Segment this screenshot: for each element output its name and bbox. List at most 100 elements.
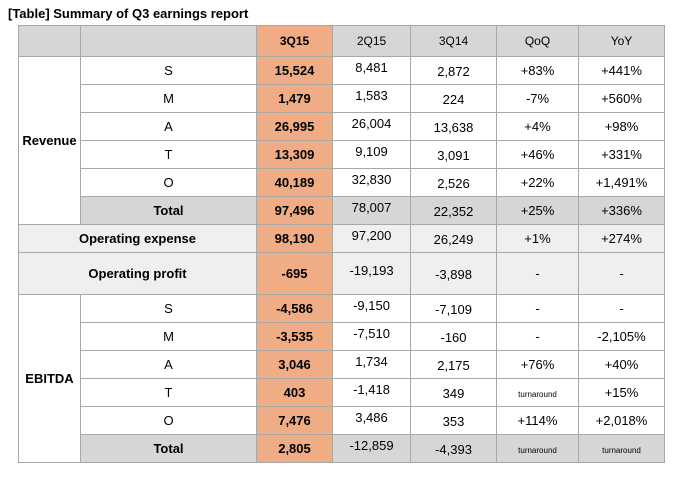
cell-3q14: -3,898 bbox=[410, 252, 497, 295]
revenue-row: O 40,189 32,830 2,526 +22% +1,491% bbox=[19, 168, 665, 197]
cell-3q15-text: 97,496 bbox=[274, 203, 315, 218]
cell-3q14-text: -3,898 bbox=[435, 267, 472, 282]
row-label: S bbox=[80, 56, 257, 85]
cell-yoy: -2,105% bbox=[578, 322, 665, 351]
cell-3q14: 349 bbox=[410, 378, 497, 407]
cell-yoy-text: +336% bbox=[601, 203, 642, 218]
cell-2q15-text: 1,734 bbox=[355, 354, 388, 369]
cell-2q15-text: 32,830 bbox=[351, 172, 392, 187]
cell-yoy: - bbox=[578, 252, 665, 295]
row-label: A bbox=[80, 112, 257, 141]
row-label-text: T bbox=[164, 385, 173, 400]
revenue-group-label-text: Revenue bbox=[22, 133, 77, 148]
cell-qoq: +1% bbox=[496, 224, 579, 253]
cell-3q15: 13,309 bbox=[256, 140, 333, 169]
table-title: [Table] Summary of Q3 earnings report bbox=[8, 6, 249, 21]
cell-qoq-text: +25% bbox=[520, 203, 555, 218]
cell-yoy-text: +15% bbox=[604, 385, 639, 400]
cell-3q15-text: 15,524 bbox=[274, 63, 315, 78]
cell-qoq-text: turnaround bbox=[518, 390, 557, 399]
cell-qoq-text: -7% bbox=[525, 91, 550, 106]
cell-3q14: 2,526 bbox=[410, 168, 497, 197]
cell-yoy: +15% bbox=[578, 378, 665, 407]
header-3q15: 3Q15 bbox=[256, 25, 333, 57]
cell-qoq-text: +4% bbox=[524, 119, 551, 134]
cell-3q15-text: 98,190 bbox=[274, 231, 315, 246]
cell-qoq: +83% bbox=[496, 56, 579, 85]
header-blank-2 bbox=[80, 25, 257, 57]
cell-3q15: -3,535 bbox=[256, 322, 333, 351]
ebitda-row: M -3,535 -7,510 -160 - -2,105% bbox=[19, 322, 665, 351]
cell-3q14: 2,872 bbox=[410, 56, 497, 85]
cell-3q14-text: 353 bbox=[442, 414, 465, 429]
cell-yoy-text: +441% bbox=[601, 63, 642, 78]
row-label: O bbox=[80, 168, 257, 197]
cell-2q15: 97,200 bbox=[332, 224, 411, 253]
cell-3q15: 403 bbox=[256, 378, 333, 407]
cell-2q15-text: 9,109 bbox=[355, 144, 388, 159]
cell-3q14: 13,638 bbox=[410, 112, 497, 141]
header-2q15-text: 2Q15 bbox=[356, 34, 387, 48]
cell-qoq: - bbox=[496, 294, 579, 323]
cell-3q14-text: -160 bbox=[440, 330, 467, 345]
cell-2q15: 8,481 bbox=[332, 56, 411, 85]
cell-2q15-text: 8,481 bbox=[355, 60, 388, 75]
cell-3q14-text: 2,175 bbox=[437, 358, 470, 373]
revenue-total-row: Total 97,496 78,007 22,352 +25% +336% bbox=[19, 196, 665, 225]
cell-3q15-text: -4,586 bbox=[276, 301, 313, 316]
row-label: T bbox=[80, 378, 257, 407]
cell-3q14: -4,393 bbox=[410, 434, 497, 463]
cell-3q15: -4,586 bbox=[256, 294, 333, 323]
cell-2q15-text: 1,583 bbox=[355, 88, 388, 103]
row-label-total: Total bbox=[80, 434, 257, 463]
cell-yoy-text: +98% bbox=[604, 119, 639, 134]
header-blank-1 bbox=[18, 25, 81, 57]
operating-profit-label-text: Operating profit bbox=[88, 266, 187, 281]
revenue-row: M 1,479 1,583 224 -7% +560% bbox=[19, 84, 665, 113]
row-label-text: A bbox=[164, 357, 173, 372]
cell-3q15-text: -3,535 bbox=[276, 329, 313, 344]
row-label: S bbox=[80, 294, 257, 323]
header-3q15-text: 3Q15 bbox=[279, 34, 310, 48]
cell-qoq: +22% bbox=[496, 168, 579, 197]
cell-2q15-text: -9,150 bbox=[353, 298, 390, 313]
cell-qoq: turnaround bbox=[496, 434, 579, 463]
row-label-text: S bbox=[164, 63, 173, 78]
cell-3q15-text: 3,046 bbox=[278, 357, 311, 372]
operating-profit-label: Operating profit bbox=[18, 252, 257, 295]
cell-3q14-text: 13,638 bbox=[433, 120, 474, 135]
row-label: T bbox=[80, 140, 257, 169]
header-2q15: 2Q15 bbox=[332, 25, 411, 57]
header-3q14-text: 3Q14 bbox=[438, 34, 469, 48]
cell-qoq-text: +22% bbox=[520, 175, 555, 190]
cell-3q14: 26,249 bbox=[410, 224, 497, 253]
cell-qoq-text: +83% bbox=[520, 63, 555, 78]
row-label-text: T bbox=[164, 147, 173, 162]
header-yoy-text: YoY bbox=[610, 34, 633, 48]
cell-3q14-text: 2,872 bbox=[437, 64, 470, 79]
ebitda-row: A 3,046 1,734 2,175 +76% +40% bbox=[19, 350, 665, 379]
cell-qoq-text: +46% bbox=[520, 147, 555, 162]
cell-3q14-text: -7,109 bbox=[435, 302, 472, 317]
cell-qoq-text: - bbox=[535, 329, 540, 344]
cell-yoy-text: turnaround bbox=[602, 446, 641, 455]
cell-yoy: - bbox=[578, 294, 665, 323]
operating-expense-row: Operating expense 98,190 97,200 26,249 +1% +2… bbox=[18, 224, 665, 253]
cell-qoq: +46% bbox=[496, 140, 579, 169]
cell-qoq: +4% bbox=[496, 112, 579, 141]
cell-3q15-text: 403 bbox=[283, 385, 306, 400]
cell-2q15: 1,734 bbox=[332, 350, 411, 379]
cell-3q14-text: 22,352 bbox=[433, 204, 474, 219]
cell-2q15-text: -7,510 bbox=[353, 326, 390, 341]
cell-yoy-text: +1,491% bbox=[595, 175, 648, 190]
cell-yoy-text: - bbox=[619, 301, 624, 316]
cell-qoq: +25% bbox=[496, 196, 579, 225]
cell-qoq: +114% bbox=[496, 406, 579, 435]
cell-qoq-text: +114% bbox=[517, 413, 558, 428]
cell-3q15: 98,190 bbox=[256, 224, 333, 253]
cell-2q15: -12,859 bbox=[332, 434, 411, 463]
cell-2q15: -9,150 bbox=[332, 294, 411, 323]
cell-2q15-text: -1,418 bbox=[353, 382, 390, 397]
cell-3q15-text: 13,309 bbox=[274, 147, 315, 162]
row-label-text: O bbox=[163, 413, 174, 428]
